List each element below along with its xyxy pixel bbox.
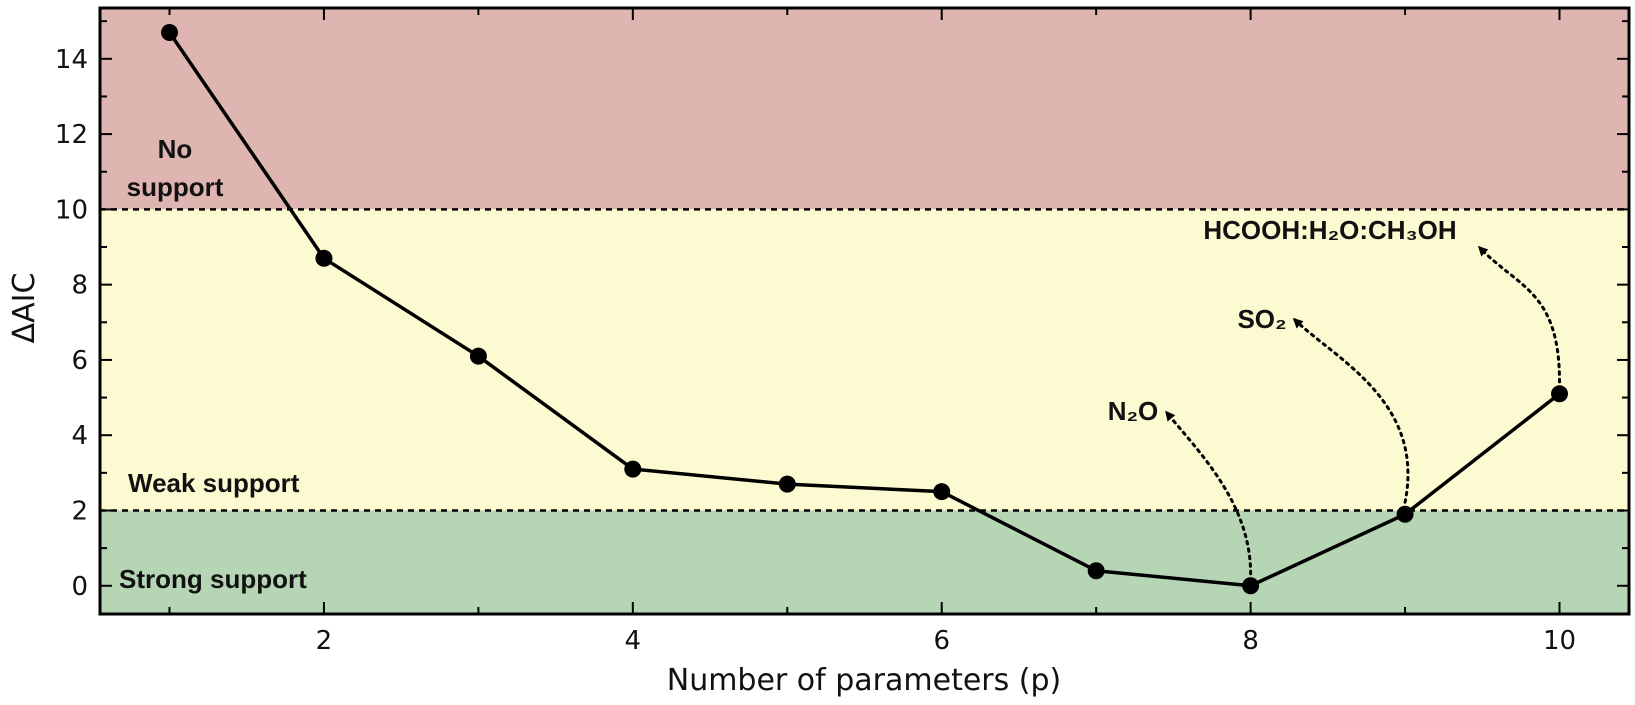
annotation-arrow-1	[1292, 317, 1410, 504]
y-tick-label-8: 8	[71, 271, 88, 301]
data-point-1	[161, 23, 178, 41]
series-line-0	[168, 31, 1561, 588]
series-group	[161, 23, 1568, 595]
y-axis-title: ΔAIC	[7, 273, 42, 344]
y-tick-label-4: 4	[71, 421, 88, 451]
y-tick-label-12: 12	[55, 120, 88, 150]
region-label-strong-support: Strong support	[119, 564, 307, 594]
region-label-no-support-line2: support	[127, 172, 224, 202]
data-point-7	[1087, 562, 1105, 580]
data-point-5	[778, 475, 796, 493]
region-label-weak-support: Weak support	[128, 468, 300, 498]
plot-frame	[98, 6, 1631, 616]
annotation-arrow-0	[1165, 410, 1253, 576]
data-point-9	[1396, 505, 1414, 523]
axes: 2 4 6 8 10 0 2 4 6 8 10 12 14	[55, 6, 1631, 656]
y-tick-label-6: 6	[71, 346, 88, 376]
threshold-lines	[100, 208, 1629, 512]
annotation-hcooh: HCOOH:H₂O:CH₃OH	[1203, 215, 1456, 245]
annotation-n2o: N₂O	[1108, 396, 1159, 426]
annotation-arrow-2	[1477, 245, 1561, 384]
data-point-4	[624, 460, 642, 478]
annotation-labels: N₂O SO₂ HCOOH:H₂O:CH₃OH	[1108, 215, 1457, 426]
data-point-8	[1242, 577, 1260, 595]
region-band-0	[100, 8, 1629, 210]
annotation-so2: SO₂	[1237, 304, 1286, 334]
x-axis-title: Number of parameters (p)	[667, 663, 1062, 698]
data-point-2	[315, 249, 333, 267]
support-regions	[100, 8, 1629, 614]
x-tick-label-4: 4	[625, 626, 642, 656]
x-tick-label-6: 6	[933, 626, 950, 656]
x-tick-label-2: 2	[316, 626, 333, 656]
data-point-6	[933, 483, 951, 501]
y-tick-label-10: 10	[55, 195, 88, 225]
data-point-3	[469, 347, 487, 365]
region-band-2	[100, 510, 1629, 614]
data-point-10	[1551, 385, 1568, 403]
region-labels: No support Weak support Strong support	[119, 134, 307, 594]
region-band-1	[100, 209, 1629, 511]
region-label-no-support-line1: No	[158, 134, 193, 164]
annotation-arrows	[1165, 245, 1561, 576]
x-tick-label-8: 8	[1242, 626, 1259, 656]
y-tick-label-0: 0	[71, 572, 88, 602]
y-tick-label-2: 2	[71, 496, 88, 526]
x-tick-label-10: 10	[1543, 626, 1576, 656]
y-tick-label-14: 14	[55, 45, 88, 75]
